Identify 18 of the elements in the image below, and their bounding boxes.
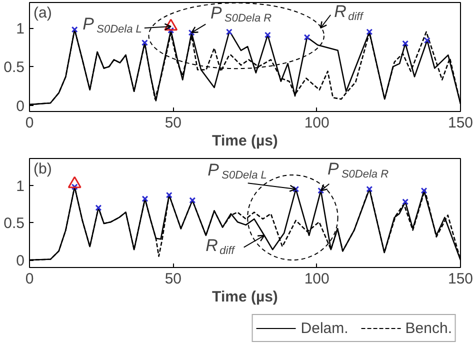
y-tick-label: 0: [16, 252, 24, 270]
y-tick-label: 0: [16, 98, 24, 115]
x-tick-label: 50: [164, 114, 182, 132]
annotation: (a): [34, 4, 52, 22]
x-tick-label: 150: [448, 270, 474, 288]
y-tick-label: 0.5: [4, 59, 25, 76]
x-tick-label: 50: [164, 270, 182, 288]
legend-label: Bench.: [405, 320, 452, 336]
annotation: (b): [34, 160, 52, 178]
x-tick-label: 100: [304, 114, 330, 132]
x-tick-label: 100: [304, 270, 330, 288]
x-axis-title: Time (µs): [212, 132, 278, 150]
legend-label: Delam.: [300, 320, 348, 336]
y-tick-label: 1: [16, 178, 24, 195]
y-tick-label: 1: [16, 20, 24, 38]
x-tick-label: 150: [448, 114, 474, 132]
y-tick-label: 0.5: [4, 215, 25, 232]
x-axis-title: Time (µs): [212, 288, 278, 306]
